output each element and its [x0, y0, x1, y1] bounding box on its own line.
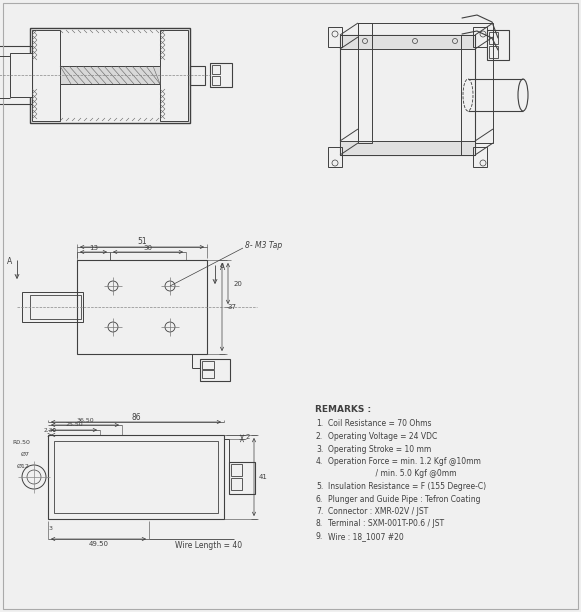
Bar [210, 63, 232, 87]
Text: Terminal : SXM-001T-P0.6 / JST: Terminal : SXM-001T-P0.6 / JST [328, 520, 444, 529]
Text: Plunger and Guide Pipe : Tefron Coating: Plunger and Guide Pipe : Tefron Coating [328, 494, 480, 504]
Bar [22, 292, 83, 322]
Bar [10, 53, 32, 97]
Bar [190, 66, 205, 85]
Bar [328, 147, 342, 167]
Text: Wire : 18_1007 #20: Wire : 18_1007 #20 [328, 532, 404, 541]
Text: 8- M3 Tap: 8- M3 Tap [245, 241, 282, 250]
Text: R0.50: R0.50 [12, 440, 30, 445]
Text: A: A [7, 258, 12, 266]
Text: 5.: 5. [316, 482, 323, 491]
Bar [461, 35, 475, 155]
Bar [202, 370, 214, 378]
Text: 20: 20 [234, 280, 243, 286]
Text: 3.: 3. [316, 444, 323, 453]
Text: 37: 37 [227, 304, 236, 310]
Text: 86: 86 [131, 414, 141, 422]
Text: 4.: 4. [316, 457, 323, 466]
Bar [340, 35, 475, 155]
Text: 36.50: 36.50 [76, 417, 94, 422]
Text: 3: 3 [49, 526, 53, 531]
Text: REMARKS :: REMARKS : [315, 406, 371, 414]
Text: 25.50: 25.50 [65, 422, 83, 428]
Text: Connector : XMR-02V / JST: Connector : XMR-02V / JST [328, 507, 428, 516]
Bar [212, 65, 220, 74]
Bar [0, 46, 32, 104]
Bar [473, 147, 487, 167]
Bar [160, 30, 188, 121]
Text: Operation Force = min. 1.2 Kgf @10mm: Operation Force = min. 1.2 Kgf @10mm [328, 457, 481, 466]
Bar [231, 478, 242, 490]
Bar [30, 295, 81, 319]
Bar [231, 464, 242, 476]
Text: 30: 30 [144, 245, 152, 251]
Text: 49.50: 49.50 [88, 541, 109, 547]
Bar [358, 23, 493, 143]
Bar [77, 260, 207, 354]
Text: A: A [220, 263, 225, 272]
Bar [340, 35, 475, 49]
Text: 7.: 7. [316, 507, 323, 516]
Text: 41: 41 [259, 474, 268, 480]
Text: 8.: 8. [316, 520, 323, 529]
Bar [358, 23, 372, 143]
Bar [32, 30, 60, 121]
Bar [487, 30, 509, 60]
Bar [200, 359, 230, 381]
Text: Wire Length = 40: Wire Length = 40 [175, 542, 242, 551]
Bar [202, 361, 214, 369]
Text: Operating Voltage = 24 VDC: Operating Voltage = 24 VDC [328, 432, 437, 441]
Bar [328, 27, 342, 47]
Bar [489, 32, 498, 44]
Bar [212, 76, 220, 85]
Text: 6.: 6. [316, 494, 323, 504]
Text: Ø7: Ø7 [21, 452, 30, 457]
Bar [60, 66, 160, 84]
Text: Operating Stroke = 10 mm: Operating Stroke = 10 mm [328, 444, 431, 453]
Text: 13: 13 [89, 245, 98, 251]
Text: 1.: 1. [316, 419, 323, 428]
Bar [473, 27, 487, 47]
Bar [30, 28, 190, 123]
Bar [340, 141, 475, 155]
Bar [229, 462, 255, 494]
Text: 2.30: 2.30 [44, 428, 56, 433]
Bar [48, 435, 224, 519]
Bar [489, 46, 498, 58]
Text: 2.: 2. [316, 432, 323, 441]
Text: / min. 5.0 Kgf @0mm: / min. 5.0 Kgf @0mm [328, 469, 457, 479]
Text: 9.: 9. [316, 532, 323, 541]
Bar [54, 441, 218, 513]
Text: 51: 51 [137, 237, 147, 247]
Text: 2: 2 [246, 434, 250, 440]
Text: Ø12: Ø12 [17, 464, 30, 469]
Text: Coil Resistance = 70 Ohms: Coil Resistance = 70 Ohms [328, 419, 432, 428]
Text: Insulation Resistance = F (155 Degree-C): Insulation Resistance = F (155 Degree-C) [328, 482, 486, 491]
